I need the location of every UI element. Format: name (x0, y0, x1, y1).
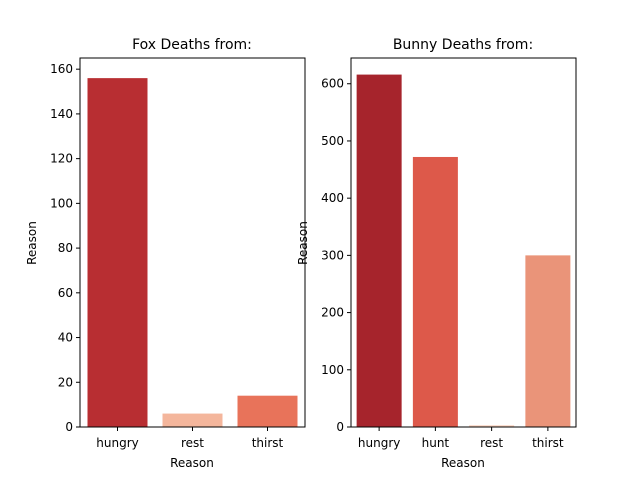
fox-y-tick-label: 160 (50, 62, 73, 76)
bunny-y-tick-label: 500 (321, 134, 344, 148)
bunny-chart-title: Bunny Deaths from: (393, 37, 533, 53)
bunny-y-tick-label: 0 (336, 420, 344, 434)
fox-y-tick-label: 20 (58, 375, 73, 389)
fox-y-tick-label: 140 (50, 107, 73, 121)
fox-x-tick-label: hungry (96, 436, 138, 450)
bunny-y-axis-label: Reason (296, 221, 310, 265)
fox-y-tick-label: 0 (65, 420, 73, 434)
fox-bar-rest (162, 413, 223, 427)
fox-bar-hungry (87, 78, 148, 427)
bunny-bar-hungry (356, 74, 402, 427)
fox-y-tick-label: 80 (58, 241, 73, 255)
bunny-y-tick-label: 200 (321, 306, 344, 320)
bunny-x-axis-label: Reason (441, 456, 485, 470)
bunny-y-tick-label: 300 (321, 248, 344, 262)
fox-chart-title: Fox Deaths from: (132, 37, 252, 53)
bunny-axes-frame (350, 57, 577, 428)
fox-x-tick-label: thirst (252, 436, 284, 450)
fox-y-tick-label: 40 (58, 331, 73, 345)
bunny-x-tick-label: thirst (532, 436, 564, 450)
fox-x-axis-label: Reason (170, 456, 214, 470)
fox-y-tick-label: 100 (50, 196, 73, 210)
bunny-deaths-panel: Bunny Deaths from: Reason Reason 0 100 200… (296, 37, 577, 470)
fox-y-tick-label: 60 (58, 286, 73, 300)
bunny-x-tick-label: hunt (422, 436, 450, 450)
fox-x-tick-label: rest (181, 436, 204, 450)
bunny-y-tick-label: 400 (321, 191, 344, 205)
fox-bar-thirst (237, 395, 298, 427)
bunny-bar-hunt (412, 156, 458, 427)
bunny-y-tick-label: 600 (321, 77, 344, 91)
bunny-x-tick-label: hungry (358, 436, 400, 450)
fox-y-axis-label: Reason (25, 221, 39, 265)
bunny-y-tick-label: 100 (321, 363, 344, 377)
fox-y-tick-label: 120 (50, 152, 73, 166)
bunny-bar-thirst (525, 255, 571, 427)
fox-deaths-panel: Fox Deaths from: Reason Reason 0 20 40 60 80… (25, 37, 306, 470)
bunny-x-tick-label: rest (480, 436, 503, 450)
bunny-bar-rest (469, 425, 515, 427)
